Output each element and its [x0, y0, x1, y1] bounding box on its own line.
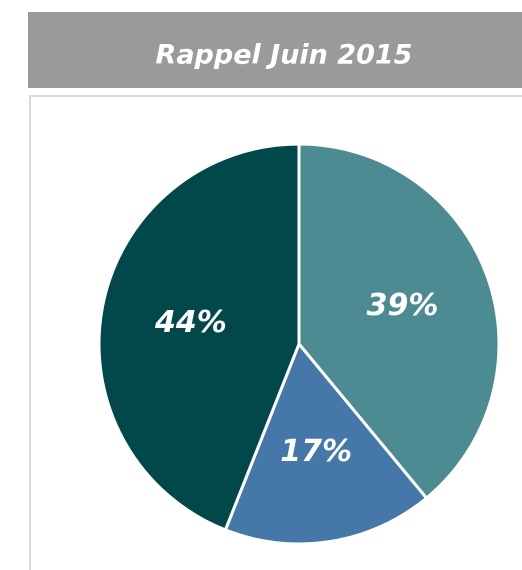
pie-slice: [223, 341, 429, 546]
title-bar: [28, 12, 522, 88]
chart-title: Rappel Juin 2015: [156, 40, 413, 71]
data-label: 44%: [154, 305, 227, 340]
pie-slice: [97, 142, 301, 532]
pie-slice: [297, 142, 501, 501]
data-label: 39%: [367, 288, 439, 323]
data-label: 17%: [280, 434, 352, 469]
